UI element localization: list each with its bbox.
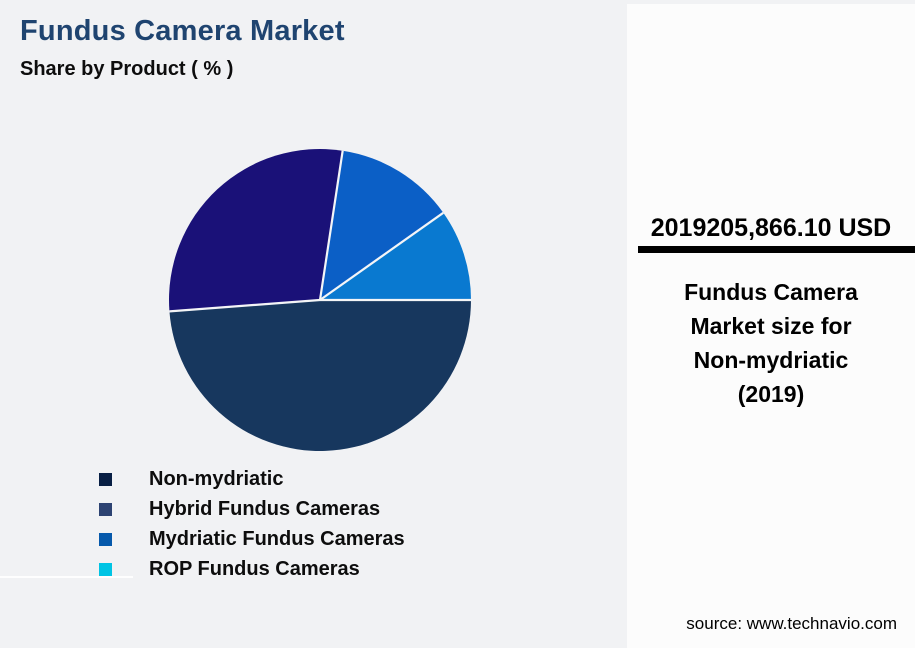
pie-slice-mydriatic-fundus-cameras[interactable] bbox=[320, 150, 444, 300]
stat-caption: Fundus Camera Market size for Non-mydria… bbox=[684, 279, 858, 407]
legend-swatch-icon bbox=[99, 562, 112, 576]
stat-panel: 2019205,866.10 USD Fundus Camera Market … bbox=[627, 4, 915, 648]
faint-divider-line bbox=[0, 576, 133, 578]
legend: Non-mydriatic Hybrid Fundus Cameras Mydria… bbox=[99, 464, 405, 584]
legend-label: Non-mydriatic bbox=[149, 467, 284, 490]
legend-label: Mydriatic Fundus Cameras bbox=[149, 527, 405, 550]
slice-separator bbox=[318, 150, 344, 301]
legend-item-rop-fundus-cameras[interactable]: ROP Fundus Cameras bbox=[99, 554, 405, 584]
legend-swatch-icon bbox=[99, 472, 112, 486]
stat-value-line: 2019205,866.10 USD bbox=[627, 214, 915, 243]
stat-divider bbox=[638, 246, 915, 253]
pie-slice-non-mydriatic[interactable] bbox=[169, 300, 471, 451]
pie-slice-hybrid-fundus-cameras[interactable] bbox=[169, 148, 343, 312]
legend-label: ROP Fundus Cameras bbox=[149, 557, 360, 580]
page-title: Fundus Camera Market bbox=[20, 15, 345, 47]
pie-chart bbox=[169, 148, 471, 451]
source-credit: source: www.technavio.com bbox=[686, 614, 897, 633]
slice-separator bbox=[169, 298, 321, 313]
legend-item-mydriatic-fundus-cameras[interactable]: Mydriatic Fundus Cameras bbox=[99, 524, 405, 554]
legend-item-hybrid-fundus-cameras[interactable]: Hybrid Fundus Cameras bbox=[99, 494, 405, 524]
legend-swatch-icon bbox=[99, 502, 112, 516]
page-subtitle: Share by Product ( % ) bbox=[20, 58, 234, 80]
pie-slice-rop-fundus-cameras[interactable] bbox=[320, 212, 471, 300]
stat-value: 205,866.10 USD bbox=[706, 214, 892, 242]
legend-label: Hybrid Fundus Cameras bbox=[149, 497, 381, 520]
legend-item-non-mydriatic[interactable]: Non-mydriatic bbox=[99, 464, 405, 494]
stat-year: 2019 bbox=[650, 214, 707, 242]
legend-swatch-icon bbox=[99, 532, 112, 546]
slice-separator bbox=[319, 211, 444, 301]
